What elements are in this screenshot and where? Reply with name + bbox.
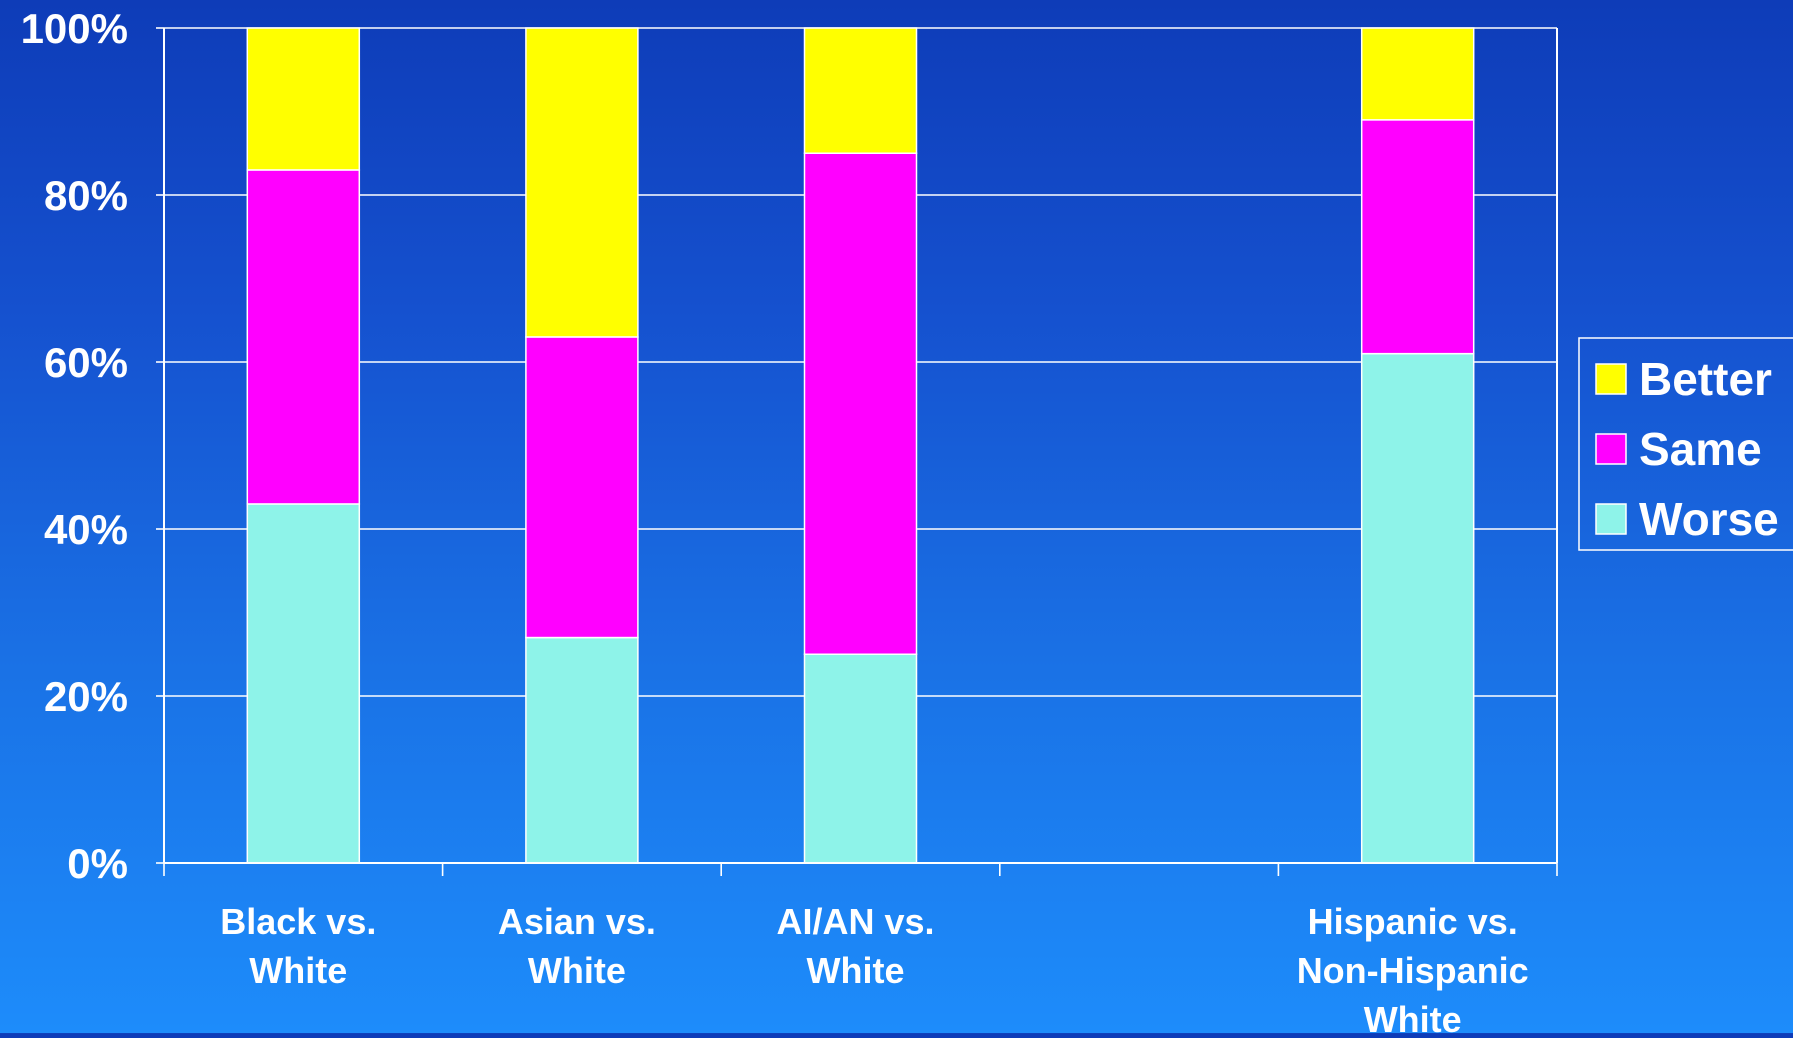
bar-segment-worse — [1360, 352, 1475, 864]
bar-segment-same — [246, 169, 361, 505]
y-tick-label: 80% — [44, 172, 128, 219]
y-tick-label: 40% — [44, 506, 128, 553]
legend-swatch-better — [1595, 363, 1627, 395]
legend-label-worse: Worse — [1639, 493, 1779, 545]
y-tick-label: 100% — [21, 5, 128, 52]
bar-segment-worse — [246, 503, 361, 864]
x-category-label: White — [1364, 999, 1462, 1033]
bar-segment-same — [803, 152, 918, 655]
bar-segment-better — [1360, 27, 1475, 121]
x-category-label: AI/AN vs. — [776, 901, 934, 942]
legend-label-better: Better — [1639, 353, 1772, 405]
x-category-label: Asian vs. — [498, 901, 656, 942]
y-tick-label: 20% — [44, 673, 128, 720]
x-category-label: Hispanic vs. — [1308, 901, 1518, 942]
bar-segment-better — [525, 27, 639, 338]
x-category-label: White — [528, 950, 626, 991]
legend-label-same: Same — [1639, 423, 1762, 475]
legend-box — [1578, 337, 1793, 551]
y-tick-label: 0% — [67, 840, 128, 887]
x-category-label: Black vs. — [220, 901, 376, 942]
bar-segment-worse — [525, 636, 639, 864]
y-tick-label: 60% — [44, 339, 128, 386]
bar-segment-same — [525, 336, 639, 639]
bar-segment-better — [803, 27, 918, 154]
x-category-label: White — [249, 950, 347, 991]
x-category-label: White — [807, 950, 905, 991]
x-category-label: Non-Hispanic — [1297, 950, 1529, 991]
bar-segment-better — [246, 27, 361, 171]
bar-segment-same — [1360, 119, 1475, 355]
legend-swatch-same — [1595, 433, 1627, 465]
bar-segment-worse — [803, 653, 918, 864]
legend-swatch-worse — [1595, 503, 1627, 535]
